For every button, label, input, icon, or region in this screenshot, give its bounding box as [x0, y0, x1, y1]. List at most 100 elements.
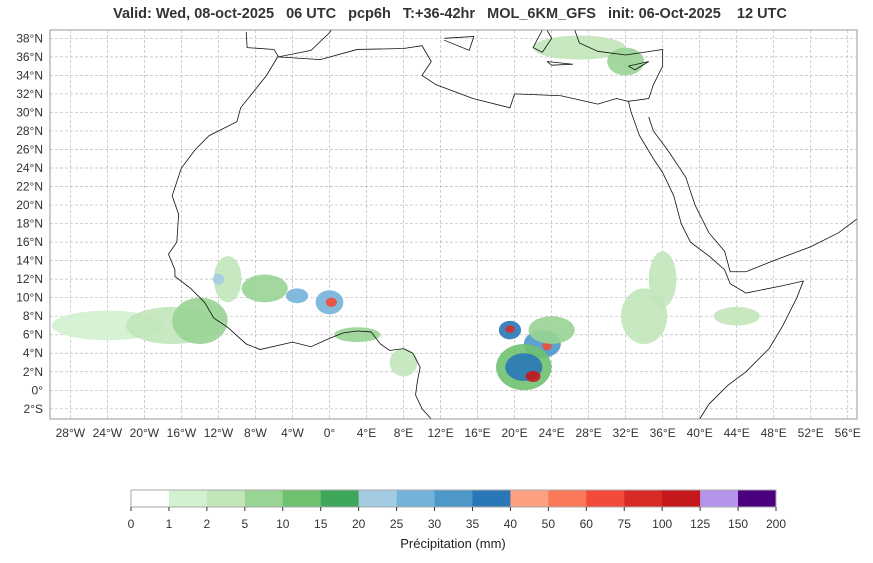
- colorbar-tick-label: 30: [428, 517, 442, 531]
- lon-tick-label: 32°E: [613, 426, 639, 440]
- colorbar-swatch: [434, 490, 473, 507]
- precip-cell: [528, 316, 575, 344]
- lon-tick-label: 36°E: [650, 426, 676, 440]
- lon-tick-label: 56°E: [835, 426, 861, 440]
- colorbar-tick-label: 150: [728, 517, 748, 531]
- colorbar-tick-label: 15: [314, 517, 328, 531]
- colorbar-tick-label: 20: [352, 517, 366, 531]
- lat-tick-label: 6°N: [23, 328, 43, 342]
- colorbar-tick-label: 25: [390, 517, 404, 531]
- precip-cell: [505, 325, 515, 333]
- lat-tick-label: 16°N: [16, 235, 43, 249]
- precipitation-layer: [51, 35, 760, 391]
- coastline: [245, 29, 332, 58]
- colorbar-swatch: [168, 490, 208, 507]
- lat-tick-label: 8°N: [23, 309, 43, 323]
- colorbar-swatch: [510, 490, 549, 507]
- colorbar-label: Précipitation (mm): [400, 536, 506, 551]
- longitude-labels: 28°W 24°W 20°W 16°W 12°W 8°W 4°W 0° 4°E 8°E 12°E 16…: [56, 426, 861, 440]
- precip-cell: [334, 327, 381, 343]
- lat-tick-label: 32°N: [16, 87, 43, 101]
- lon-tick-label: 24°W: [93, 426, 123, 440]
- colorbar: 0 1 2 5 10 15 20 25 30 35 40 50 60 75 100 125 150 200: [128, 489, 786, 531]
- precip-cell: [607, 47, 645, 76]
- precip-cell: [212, 273, 224, 285]
- graticule: [50, 30, 857, 419]
- colorbar-tick-label: 200: [766, 517, 786, 531]
- map-frame: [49, 29, 858, 420]
- coastline: [277, 45, 804, 420]
- lat-tick-label: 26°N: [16, 142, 43, 156]
- lon-tick-label: 16°W: [167, 426, 197, 440]
- colorbar-swatch: [396, 490, 436, 507]
- colorbar-swatch: [700, 490, 739, 507]
- colorbar-tick-label: 75: [618, 517, 632, 531]
- coastline: [444, 36, 475, 51]
- precip-cell: [213, 255, 242, 303]
- colorbar-swatch: [358, 490, 398, 507]
- lat-tick-label: 20°N: [16, 198, 43, 212]
- colorbar-tick-label: 60: [580, 517, 594, 531]
- colorbar-swatch: [586, 490, 625, 507]
- lon-tick-label: 28°W: [56, 426, 86, 440]
- lat-tick-label: 30°N: [16, 105, 43, 119]
- coastlines: [168, 29, 858, 420]
- coastline: [628, 61, 649, 71]
- lat-tick-label: 4°N: [23, 346, 43, 360]
- map-title: Valid: Wed, 08-oct-2025 06 UTC pcp6h T:+…: [113, 6, 787, 22]
- lon-tick-label: 12°E: [427, 426, 453, 440]
- colorbar-tick-label: 40: [504, 517, 518, 531]
- lon-tick-label: 20°E: [502, 426, 528, 440]
- colorbar-swatch: [738, 490, 777, 507]
- precip-cell: [285, 288, 309, 304]
- colorbar-tick-label: 35: [466, 517, 480, 531]
- colorbar-tick-label: 125: [690, 517, 710, 531]
- colorbar-swatch: [131, 490, 170, 507]
- precip-cell: [325, 297, 337, 307]
- colorbar-swatch: [282, 490, 322, 507]
- precip-cell: [713, 306, 760, 326]
- colorbar-frame: [130, 489, 777, 508]
- lon-tick-label: 16°E: [464, 426, 490, 440]
- precip-cell: [241, 274, 288, 303]
- lon-tick-label: 52°E: [798, 426, 824, 440]
- colorbar-tick-label: 100: [652, 517, 672, 531]
- precip-cell: [172, 297, 228, 344]
- lon-tick-label: 0°: [324, 426, 336, 440]
- lon-tick-label: 12°W: [204, 426, 234, 440]
- lon-tick-label: 40°E: [687, 426, 713, 440]
- latitude-labels: 38°N 36°N 34°N 32°N 30°N 28°N 26°N 24°N 22°N 20°N…: [16, 31, 43, 415]
- precip-cell: [648, 251, 677, 307]
- lat-tick-label: 14°N: [16, 254, 43, 268]
- coastline: [532, 29, 553, 53]
- precip-cell: [525, 370, 541, 382]
- precip-cell: [533, 35, 626, 60]
- lat-tick-label: 22°N: [16, 180, 43, 194]
- colorbar-tick-label: 1: [166, 517, 173, 531]
- colorbar-tick-label: 5: [241, 517, 248, 531]
- lat-tick-label: 36°N: [16, 50, 43, 64]
- lat-tick-label: 2°N: [23, 365, 43, 379]
- colorbar-tick-label: 2: [204, 517, 211, 531]
- lon-tick-label: 24°E: [539, 426, 565, 440]
- colorbar-swatch: [472, 490, 511, 507]
- lat-tick-label: 18°N: [16, 217, 43, 231]
- lon-tick-label: 4°E: [357, 426, 376, 440]
- coastline: [168, 56, 432, 420]
- colorbar-tick-label: 0: [128, 517, 135, 531]
- lat-tick-label: 24°N: [16, 161, 43, 175]
- lat-tick-label: 10°N: [16, 291, 43, 305]
- coastline: [648, 116, 858, 273]
- colorbar-swatch: [548, 490, 587, 507]
- lon-tick-label: 48°E: [761, 426, 787, 440]
- lon-tick-label: 4°W: [281, 426, 304, 440]
- precip-cell: [389, 348, 418, 377]
- lat-tick-label: 2°S: [24, 402, 43, 416]
- lat-tick-label: 0°: [32, 383, 44, 397]
- colorbar-swatch: [244, 490, 284, 507]
- colorbar-tick-label: 50: [542, 517, 556, 531]
- colorbar-swatch: [624, 490, 663, 507]
- coastline: [574, 29, 664, 102]
